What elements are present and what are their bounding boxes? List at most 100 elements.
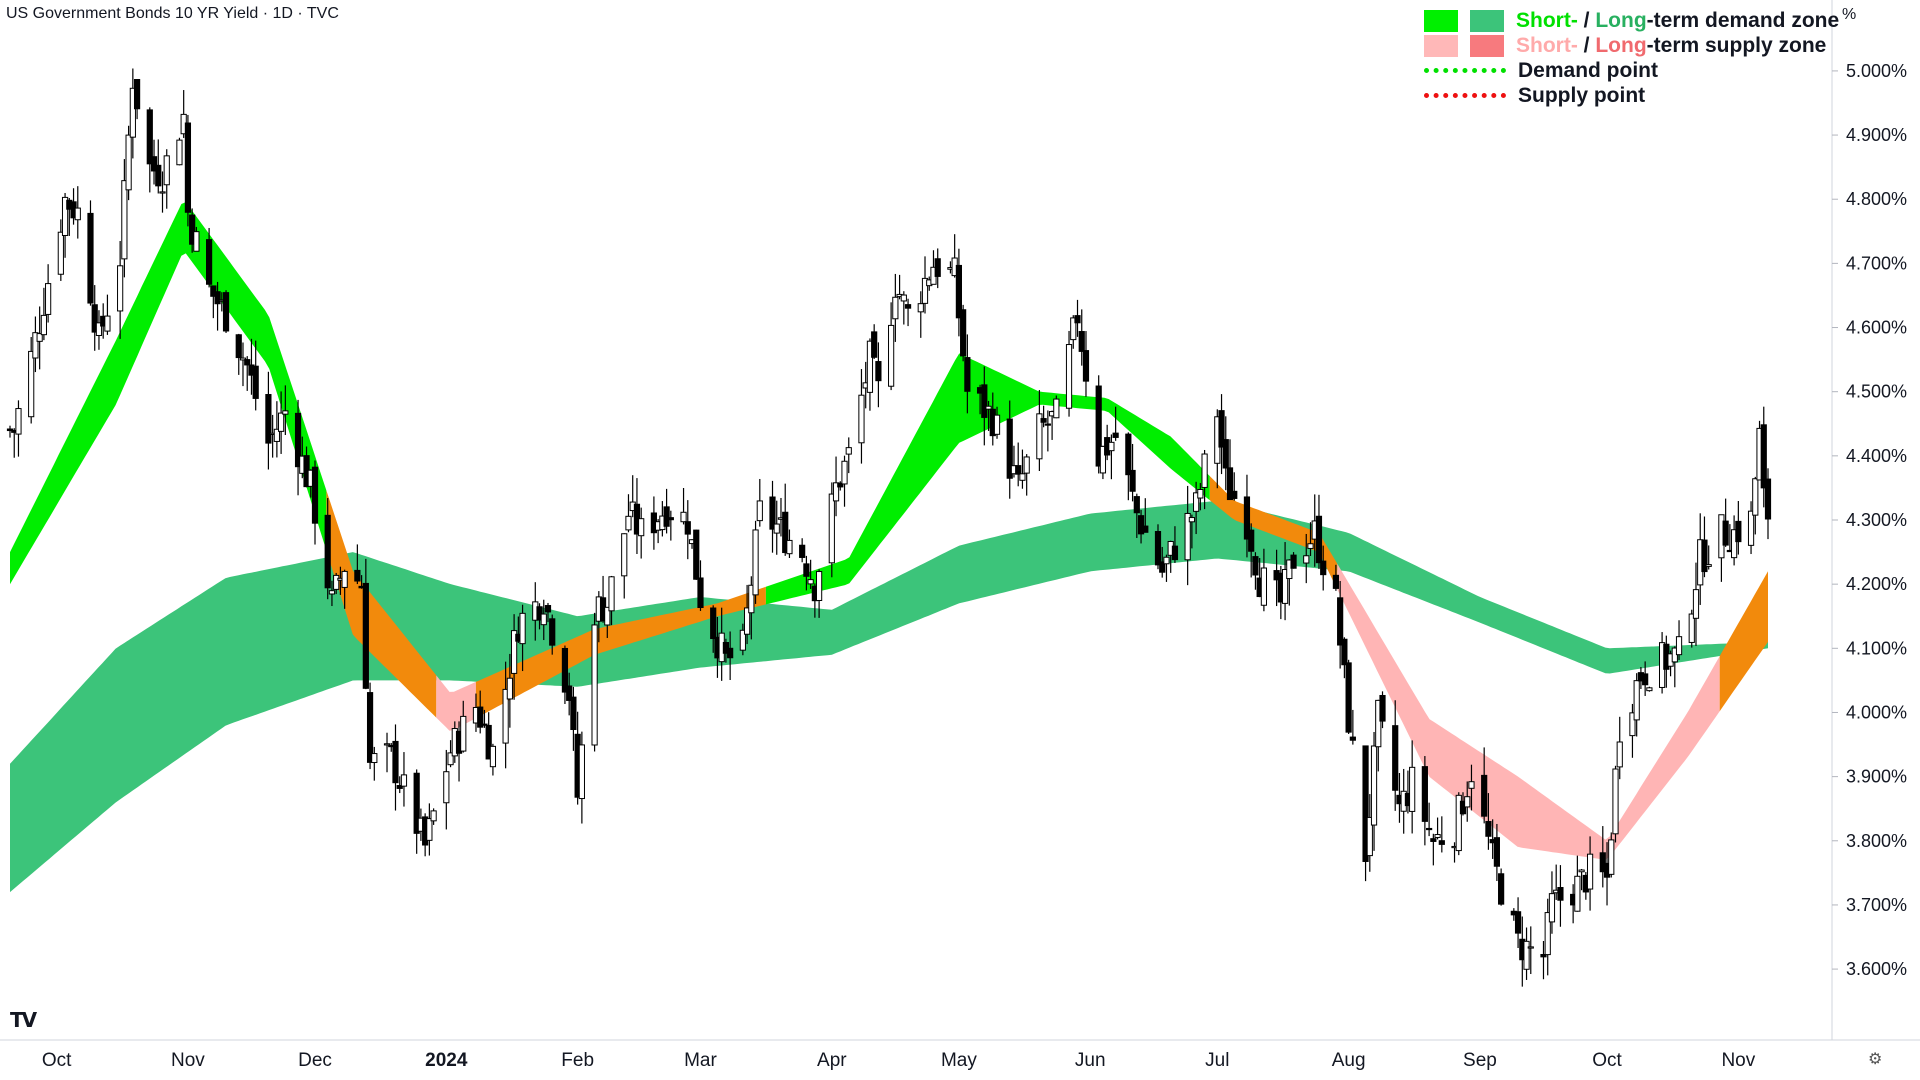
candle-body xyxy=(803,563,810,577)
candle xyxy=(561,645,569,705)
candle-body xyxy=(1370,745,1378,826)
candle-body xyxy=(1409,766,1416,812)
candle xyxy=(578,731,585,824)
legend-row: Short- / Long-term supply zone xyxy=(1424,33,1839,58)
candle xyxy=(460,700,467,753)
candle xyxy=(1366,794,1373,872)
candle-body xyxy=(443,771,450,804)
candle-body xyxy=(133,79,141,110)
candle xyxy=(680,488,687,525)
candle-body xyxy=(400,774,408,787)
candle-body xyxy=(294,412,302,468)
x-tick-label: Dec xyxy=(298,1050,332,1071)
short-term-supply-zone xyxy=(1337,563,1720,860)
candle-body xyxy=(1193,492,1200,512)
candle-body xyxy=(904,304,912,309)
candle-body xyxy=(693,529,700,580)
candle-body xyxy=(1099,445,1107,474)
candle-body xyxy=(1252,556,1259,576)
candle-body xyxy=(383,743,391,746)
candle xyxy=(1722,498,1729,547)
candle xyxy=(1303,533,1310,584)
candle xyxy=(1392,700,1399,811)
candle xyxy=(841,455,848,507)
long-term-band xyxy=(10,501,1768,893)
candle xyxy=(1362,745,1369,882)
candle xyxy=(566,672,573,716)
candle-body xyxy=(866,340,874,393)
candle xyxy=(511,614,518,700)
plot-area[interactable] xyxy=(6,68,1772,987)
candle-body xyxy=(1133,496,1140,514)
candle xyxy=(1493,823,1500,882)
candle xyxy=(1201,449,1208,510)
candle xyxy=(858,369,865,464)
candle xyxy=(1646,686,1653,692)
candle-body xyxy=(117,265,124,312)
x-axis[interactable]: Oct Nov Dec 2024 Feb Mar Apr May Jun Jul Aug Sep Oct… xyxy=(0,1039,1920,1080)
candle-body xyxy=(1201,453,1208,488)
x-tick-label: Jun xyxy=(1075,1050,1106,1071)
candle xyxy=(1108,434,1115,480)
candle-body xyxy=(519,612,526,645)
candle xyxy=(570,686,577,751)
candle-body xyxy=(680,511,687,523)
candle-body xyxy=(1705,564,1712,567)
y-tick-label: 4.400% xyxy=(1846,446,1907,466)
candle xyxy=(392,724,399,811)
candle-body xyxy=(273,428,280,442)
candle xyxy=(1692,562,1700,646)
candle xyxy=(1523,927,1530,980)
candle-body xyxy=(57,231,64,275)
candle-body xyxy=(1455,794,1462,852)
candle-body xyxy=(1612,768,1619,835)
candle-body xyxy=(1608,839,1615,875)
candle xyxy=(1481,747,1488,824)
candle-body xyxy=(1438,840,1445,845)
candle-body xyxy=(1095,385,1102,467)
candle-body xyxy=(1498,873,1505,905)
legend-label: Demand point xyxy=(1518,59,1658,82)
tradingview-logo-icon[interactable]: TV xyxy=(10,1008,37,1032)
candle xyxy=(163,149,170,209)
candle-body xyxy=(210,285,217,297)
candle-body xyxy=(392,740,399,784)
y-axis[interactable]: 5.000% 4.900% 4.800% 4.700% 4.600% 4.500% 4.40… xyxy=(1831,0,1920,1080)
candle-body xyxy=(235,334,242,359)
candle-body xyxy=(1053,398,1060,419)
candle xyxy=(985,400,992,431)
candle-body xyxy=(1070,317,1077,341)
candle xyxy=(366,682,374,770)
candle-body xyxy=(1481,774,1488,817)
candle-body xyxy=(1764,478,1772,520)
candle-body xyxy=(1137,515,1145,535)
candle xyxy=(1193,481,1200,535)
candle-body xyxy=(1468,781,1475,789)
candle xyxy=(333,572,340,595)
candle xyxy=(57,219,64,281)
x-tick-label: Apr xyxy=(817,1050,847,1071)
candle-body xyxy=(955,264,962,319)
candle xyxy=(816,569,823,618)
candle-body xyxy=(28,350,35,418)
candle-body xyxy=(578,744,585,800)
candle-body xyxy=(832,482,840,502)
candle xyxy=(892,273,899,342)
candle xyxy=(544,602,552,623)
candle-body xyxy=(1074,315,1081,324)
candle xyxy=(1315,494,1323,569)
candle xyxy=(273,401,280,458)
settings-gear-icon[interactable]: ⚙ xyxy=(1868,1051,1883,1068)
candle xyxy=(1430,833,1437,866)
candle xyxy=(430,808,437,825)
candle xyxy=(294,399,302,496)
candle xyxy=(36,306,43,370)
candle xyxy=(125,125,132,201)
candle xyxy=(477,690,484,734)
candle-body xyxy=(1142,525,1149,533)
candle xyxy=(828,482,835,578)
candle xyxy=(121,159,128,278)
candle xyxy=(383,732,391,773)
candle-body xyxy=(663,506,670,527)
